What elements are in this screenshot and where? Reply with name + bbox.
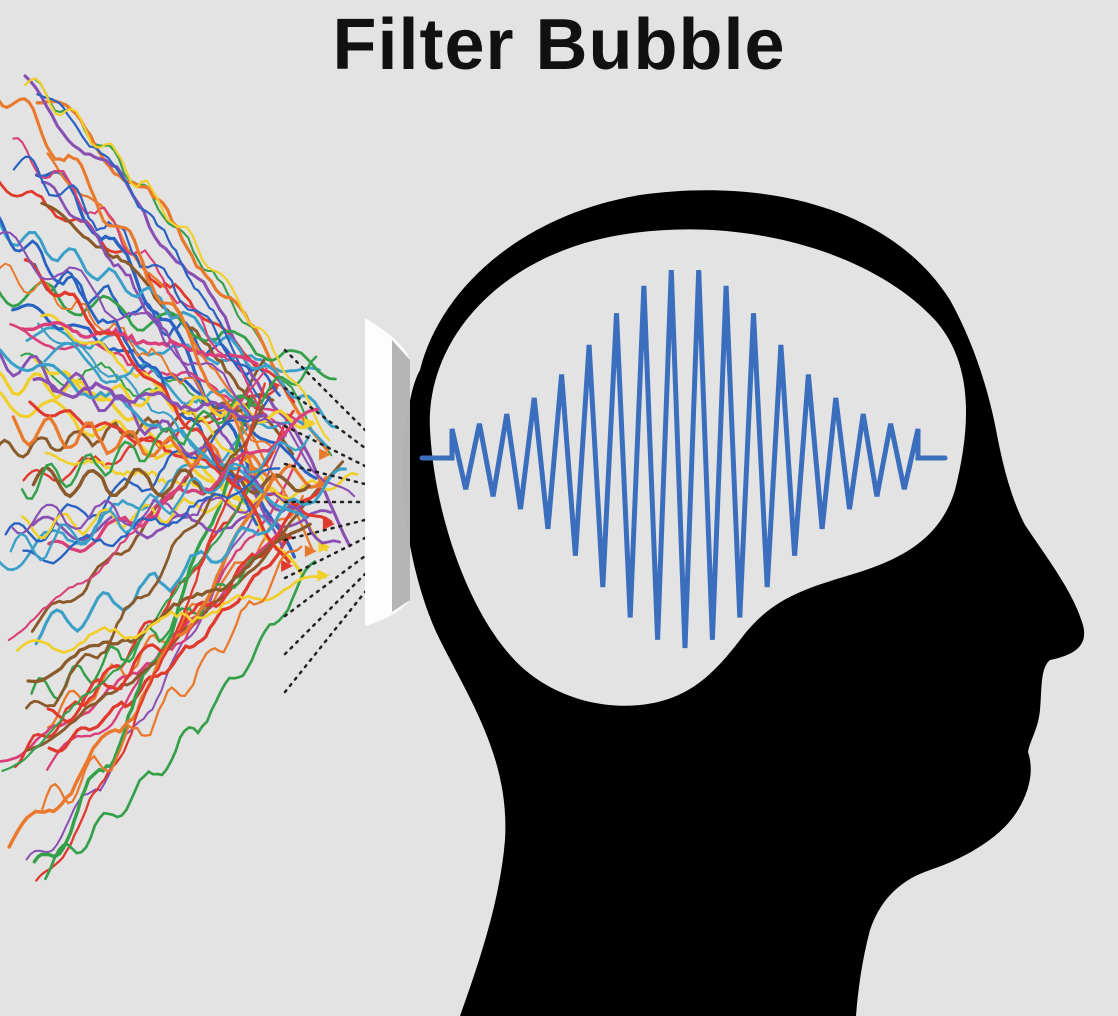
information-stream-line — [32, 397, 254, 864]
information-stream-line — [30, 554, 259, 701]
information-stream-line — [20, 320, 259, 366]
dotted-line — [283, 348, 367, 432]
dotted-line — [283, 554, 367, 618]
information-stream-line — [22, 467, 281, 565]
information-stream-line — [35, 382, 266, 882]
dotted-line — [283, 536, 367, 580]
information-stream-line — [23, 74, 352, 548]
information-stream-line — [24, 77, 331, 442]
information-stream-line — [47, 532, 292, 754]
arrow-head-icon — [281, 559, 294, 572]
arrow-head-icon — [322, 518, 335, 531]
information-stream-line — [11, 303, 318, 480]
information-stream-line — [47, 407, 320, 554]
arrow-head-icon — [318, 476, 331, 489]
head-silhouette-icon — [401, 190, 1085, 1016]
information-streams — [0, 74, 359, 882]
information-stream-line — [31, 465, 311, 499]
page-title: Filter Bubble — [332, 5, 786, 85]
information-stream-line — [26, 460, 345, 752]
information-stream-line — [32, 376, 268, 420]
information-stream-line — [23, 258, 291, 564]
information-stream-line — [26, 522, 312, 684]
information-stream-line — [16, 575, 327, 654]
information-stream-line — [41, 545, 303, 811]
arrow-head-icon — [317, 569, 330, 582]
dotted-line — [283, 424, 367, 468]
information-stream-line — [20, 471, 359, 540]
information-stream-line — [12, 155, 252, 372]
information-stream-line — [0, 220, 339, 430]
information-stream-line — [44, 560, 317, 881]
information-stream-line — [9, 434, 311, 562]
information-stream-line — [1, 452, 271, 772]
information-stream-line — [0, 215, 259, 527]
filter-lens-icon — [365, 318, 410, 626]
dotted-line — [283, 386, 367, 450]
arrow-head-icon — [304, 545, 317, 558]
information-stream-line — [0, 370, 314, 430]
dotted-line — [283, 572, 367, 656]
dotted-line — [283, 590, 367, 694]
information-stream-line — [0, 528, 284, 763]
dotted-line — [283, 462, 367, 486]
information-stream-line — [0, 97, 259, 479]
information-stream-line — [20, 355, 318, 501]
information-stream-line — [0, 230, 356, 498]
waveform-icon — [419, 270, 948, 649]
information-stream-line — [25, 431, 288, 861]
arrow-head-icon — [304, 417, 317, 430]
information-stream-line — [12, 137, 287, 437]
information-stream-line — [0, 347, 308, 520]
information-stream-line — [36, 93, 263, 404]
information-stream-line — [34, 467, 347, 646]
arrow-head-icon — [319, 448, 332, 461]
converging-dotted-lines — [283, 348, 367, 694]
dotted-line — [283, 518, 367, 542]
information-stream-line — [0, 280, 337, 381]
information-stream-line — [25, 404, 265, 710]
information-stream-line — [35, 99, 329, 452]
